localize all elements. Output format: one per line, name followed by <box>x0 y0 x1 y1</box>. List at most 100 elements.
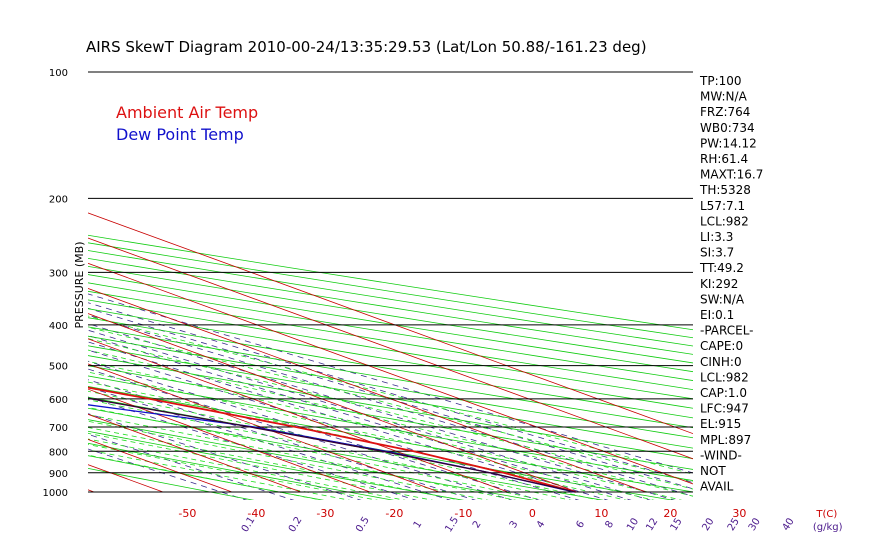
index-label: MAXT:16.7 <box>700 168 763 182</box>
moist-adiabat-line <box>88 390 600 500</box>
bottom-temperature-ticks: -50 -40 -30 -20 -10 0 10 20 30 T(C) <box>178 507 837 520</box>
mixing-ratio-label: 3 <box>508 519 521 530</box>
index-label: LI:3.3 <box>700 230 733 244</box>
bottom-tick-label: 30 <box>732 507 746 520</box>
chart-title: AIRS SkewT Diagram 2010-00-24/13:35:29.5… <box>86 38 647 56</box>
dry-adiabat-line <box>88 335 693 439</box>
y-axis-label: PRESSURE (MB) <box>73 242 86 329</box>
mixing-ratio-unit: (g/kg) <box>813 522 843 533</box>
moist-adiabat-line <box>88 427 461 500</box>
bottom-tick-label: -50 <box>178 507 196 520</box>
mixing-ratio-label: 6 <box>574 519 587 530</box>
isotherm-line <box>88 313 578 493</box>
pressure-tick-label: 200 <box>49 194 68 205</box>
dry-adiabat-line <box>88 396 674 500</box>
moist-adiabat-line <box>88 438 406 500</box>
mixing-ratio-line <box>88 293 693 474</box>
index-label: EI:0.1 <box>700 308 734 322</box>
dry-adiabat-line <box>88 234 693 331</box>
moist-adiabat-line <box>88 315 693 475</box>
index-label: MPL:897 <box>700 433 751 447</box>
bottom-tick-label: -10 <box>454 507 472 520</box>
mixing-ratio-line <box>88 302 693 484</box>
mixing-ratio-label: 30 <box>747 516 763 533</box>
mixing-ratio-line <box>88 413 362 500</box>
dry-adiabat-line <box>88 242 693 339</box>
dry-adiabat-line <box>88 326 693 429</box>
mixing-ratio-line <box>88 396 417 500</box>
pressure-tick-label: 100 <box>49 68 68 79</box>
moist-adiabat-line <box>88 360 683 500</box>
mixing-ratio-label: 0.5 <box>354 515 372 534</box>
index-label: FRZ:764 <box>700 105 750 119</box>
moist-adiabat-line <box>88 407 544 500</box>
dry-adiabat-line <box>88 308 693 409</box>
isotherm-line <box>88 413 302 493</box>
index-label: TH:5328 <box>699 183 751 197</box>
mixing-ratio-label: 4 <box>535 519 548 530</box>
bottom-tick-label: -30 <box>316 507 334 520</box>
isotherm-lines <box>0 72 693 493</box>
isotherm-line <box>88 338 509 493</box>
index-label: RH:61.4 <box>700 152 748 166</box>
mixing-ratio-label: 0.2 <box>287 515 305 534</box>
dry-adiabat-line <box>88 442 395 500</box>
index-label: L57:7.1 <box>700 199 745 213</box>
isobar-lines <box>88 71 693 493</box>
series-line <box>88 397 576 493</box>
moist-adiabat-line <box>88 399 572 500</box>
dry-adiabat-line <box>88 345 693 449</box>
dry-adiabat-lines <box>88 234 693 500</box>
moist-adiabat-line <box>88 349 693 497</box>
dry-adiabat-line <box>88 419 534 500</box>
index-label: CAPE:0 <box>700 339 743 353</box>
index-label: -WIND- <box>700 448 742 462</box>
isotherm-line <box>88 212 693 435</box>
dry-adiabat-line <box>88 299 693 400</box>
moist-adiabat-line <box>88 326 693 483</box>
index-label: SW:N/A <box>700 292 745 306</box>
mixing-ratio-line <box>88 307 693 490</box>
pressure-tick-label: 300 <box>49 268 68 279</box>
index-label: CINH:0 <box>700 355 742 369</box>
pressure-tick-labels: 100 200 300 400 500 600 700 800 900 1000 <box>43 68 68 499</box>
index-label: PW:14.12 <box>700 136 757 150</box>
moist-adiabat-line <box>88 432 434 500</box>
isotherm-line <box>88 288 647 493</box>
index-label: KI:292 <box>700 277 738 291</box>
bottom-tick-label: 10 <box>594 507 608 520</box>
mixing-ratio-line <box>88 323 676 500</box>
mixing-ratio-label: 10 <box>625 516 641 533</box>
moist-adiabat-line <box>88 444 379 500</box>
mixing-ratio-line <box>88 314 693 497</box>
index-label: LCL:982 <box>700 214 749 228</box>
index-label: WB0:734 <box>700 121 755 135</box>
pressure-tick-label: 400 <box>49 321 68 332</box>
pressure-tick-label: 700 <box>49 423 68 434</box>
index-label: EL:915 <box>700 417 741 431</box>
pressure-tick-label: 900 <box>49 469 68 480</box>
isotherm-line <box>0 72 25 492</box>
bottom-axis-unit: T(C) <box>815 509 837 520</box>
profile-series <box>88 386 576 493</box>
isotherm-line <box>88 262 693 485</box>
mixing-ratio-label: 2 <box>471 519 484 530</box>
bottom-tick-label: 0 <box>529 507 536 520</box>
mixing-ratio-line <box>88 335 632 500</box>
bottom-tick-label: -20 <box>385 507 403 520</box>
series-line <box>88 386 576 493</box>
index-label: -PARCEL- <box>700 324 754 338</box>
mixing-ratio-line <box>88 368 513 500</box>
legend-entry: Ambient Air Temp <box>116 103 258 122</box>
dry-adiabat-line <box>88 317 693 419</box>
mixing-ratio-label: 20 <box>700 516 716 533</box>
dry-adiabat-line <box>88 386 693 493</box>
index-label: SI:3.7 <box>700 246 734 260</box>
dry-adiabat-line <box>88 455 325 500</box>
legend: Ambient Air Temp Dew Point Temp <box>116 103 258 144</box>
isotherm-line <box>88 363 440 493</box>
index-label: TP:100 <box>699 74 742 88</box>
dry-adiabat-line <box>88 375 693 481</box>
pressure-tick-label: 600 <box>49 395 68 406</box>
